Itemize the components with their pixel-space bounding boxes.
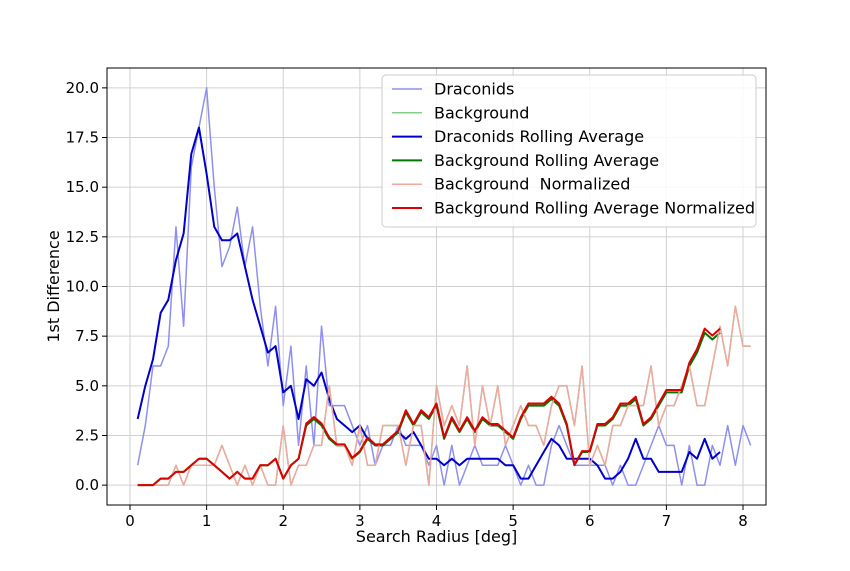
y-tick-label: 17.5 [66, 129, 99, 147]
legend-box [381, 74, 757, 228]
y-axis-label: 1st Difference [44, 230, 63, 342]
y-tick-label: 5.0 [75, 377, 99, 395]
series-line-3 [136, 126, 721, 480]
series-line-2 [137, 305, 751, 486]
legend: Draconids Background Draconids Rolling Ave… [381, 74, 757, 228]
legend-label-3: Draconids Rolling Average [434, 127, 644, 146]
y-tick-label: 0.0 [75, 476, 99, 494]
x-tick-label: 7 [662, 512, 672, 530]
y-tick-label: 10.0 [66, 278, 99, 296]
legend-label-1: Draconids [434, 80, 514, 99]
legend-label-5: Background Normalized [434, 175, 630, 194]
y-tick-label: 2.5 [75, 426, 99, 444]
legend-label-2: Background [434, 103, 529, 122]
x-tick-label: 8 [738, 512, 748, 530]
axes-layer: 0 1 2 3 4 5 6 7 8 0.0 2.5 5.0 7.5 10.0 12.5 15.0 17.5 20.… [66, 67, 767, 530]
x-axis-label: Search Radius [deg] [356, 527, 517, 546]
x-tick-label: 6 [585, 512, 595, 530]
y-tick-label: 15.0 [66, 178, 99, 196]
series-line-5 [137, 305, 751, 486]
legend-label-4: Background Rolling Average [434, 151, 659, 170]
y-tick-label: 20.0 [66, 79, 99, 97]
legend-label-6: Background Rolling Average Normalized [434, 199, 755, 218]
x-tick-label: 1 [202, 512, 212, 530]
x-tick-label: 0 [125, 512, 135, 530]
series-layer [136, 87, 752, 487]
series-line-4 [137, 331, 721, 487]
series-line-1 [136, 87, 752, 486]
x-tick-label: 5 [508, 512, 518, 530]
series-line-6 [137, 327, 721, 487]
x-tick-label: 3 [355, 512, 365, 530]
x-tick-label: 2 [278, 512, 288, 530]
y-tick-label: 7.5 [75, 327, 99, 345]
x-tick-label: 4 [432, 512, 442, 530]
y-tick-label: 12.5 [66, 228, 99, 246]
